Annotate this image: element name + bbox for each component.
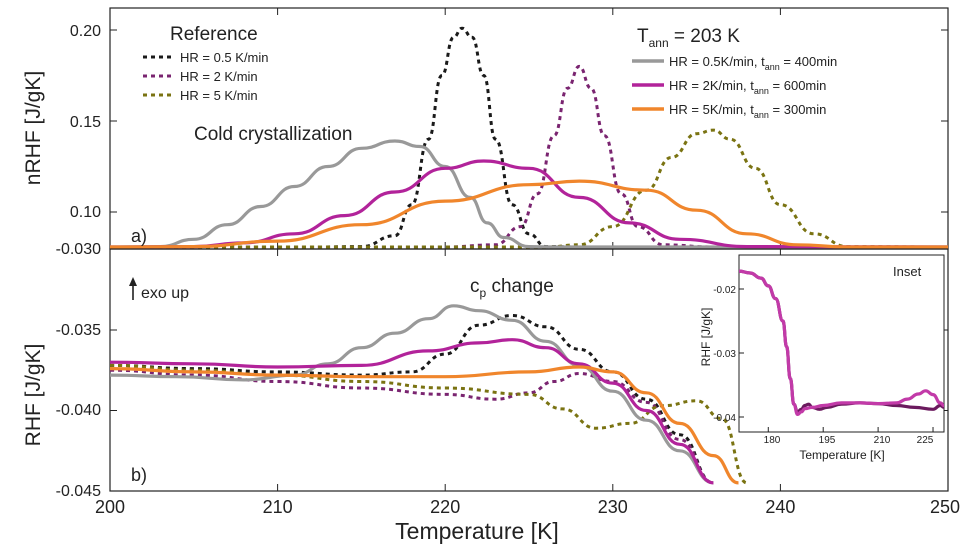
top-panel-curves [109,8,949,249]
top-panel-ylabel: nRHF [J/gK] [22,71,45,185]
x-axis-label: Temperature [K] [395,518,559,544]
x-axis: 200 210 220 230 240 250 Temperature [K] [95,497,960,544]
series-line-2 [110,128,949,249]
bottom-panel: RHF [J/gK] b) -0.035 -0.040 -0.045 exo u… [22,248,949,500]
inset-ytick-label: -0.03 [713,349,736,360]
legend-annealing-title: Tann = 203 K [637,26,740,50]
legend-entry: HR = 2K/min, tann = 600min [669,78,826,96]
xtick-label: 220 [430,497,460,517]
series-line-0 [109,313,714,485]
xtick-label: 250 [930,497,960,517]
inset-ytick-label: -0.04 [713,413,736,424]
bottom-ytick-label: -0.045 [56,483,101,500]
series-line-4 [109,338,714,485]
legend-entry: HR = 2 K/min [180,69,258,84]
series-line-5 [109,179,948,249]
inset-ylabel: RHF [J/gK] [699,308,713,367]
inset-curves [738,269,945,432]
top-ytick-label: 0.15 [70,114,101,131]
series-line-5 [109,365,739,485]
xtick-label: 210 [263,497,293,517]
exo-up-label: exo up [141,285,189,302]
top-ytick-label: 0.10 [70,204,101,221]
legend-reference-title: Reference [170,24,258,45]
bottom-ytick-label: -0.035 [56,322,101,339]
legend-entry: HR = 0.5K/min, tann = 400min [669,54,837,72]
inset: Inset RHF [J/gK] -0.02 -0.03 -0.04 180 1… [699,254,945,462]
top-panel-label: a) [131,226,147,246]
top-panel: nRHF [J/gK] a) 0.20 0.15 0.10 -0.030 Col… [22,7,949,258]
series-line-3 [109,304,714,485]
bottom-panel-label: b) [131,465,147,485]
legend-reference: Reference HR = 0.5 K/min HR = 2 K/min HR… [143,24,269,103]
inset-title: Inset [893,264,922,279]
bottom-panel-curves [109,249,949,492]
xtick-label: 240 [765,497,795,517]
top-ytick-label: -0.030 [56,241,101,258]
series-line-1 [110,64,948,249]
legend-entry: HR = 0.5 K/min [180,50,269,65]
top-ytick-label: 0.20 [70,23,101,40]
inset-xlabel: Temperature [K] [799,448,884,462]
series-line-1 [738,269,945,417]
inset-xtick-label: 210 [874,435,891,446]
bottom-panel-ylabel: RHF [J/gK] [22,344,45,447]
xtick-label: 200 [95,497,125,517]
bottom-ytick-label: -0.040 [56,402,101,419]
inset-ytick-label: -0.02 [713,285,736,296]
inset-xtick-label: 225 [917,435,934,446]
xtick-label: 230 [598,497,628,517]
legend-entry: HR = 5 K/min [180,88,258,103]
series-line-3 [109,139,948,249]
exo-up-arrow-icon [129,277,137,300]
series-line-2 [109,363,748,485]
legend-entry: HR = 5K/min, tann = 300min [669,102,826,120]
legend-annealing: Tann = 203 K HR = 0.5K/min, tann = 400mi… [632,26,837,120]
inset-xtick-label: 180 [764,435,781,446]
inset-xtick-label: 195 [819,435,836,446]
cp-change-annotation: cp change [470,276,554,300]
cold-crystallization-annotation: Cold crystallization [194,124,352,145]
